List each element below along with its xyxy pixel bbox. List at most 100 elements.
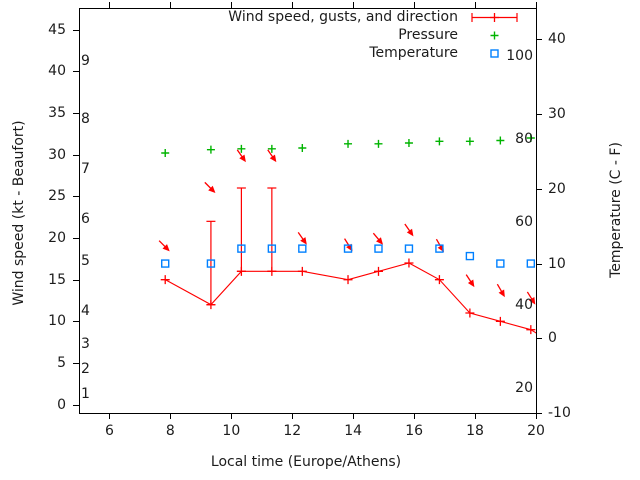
y-axis-right-title: Temperature (C - F) [608, 142, 624, 278]
plus-marker [161, 149, 170, 157]
plus-marker [526, 134, 535, 142]
plus-marker [495, 316, 505, 326]
plus-marker [373, 266, 383, 276]
y-right-tick-label: 20 [548, 180, 566, 197]
x-tick-label: 20 [527, 423, 545, 439]
beaufort-scale-label: 3 [81, 336, 90, 353]
plus-marker [160, 275, 170, 285]
legend-markers-group [471, 13, 518, 58]
wind-direction-arrow-shaft [496, 283, 503, 293]
wind-direction-arrow-shaft [267, 149, 274, 158]
x-tick-label: 12 [283, 423, 302, 439]
square-marker [526, 259, 536, 268]
plus-marker [206, 300, 216, 310]
plus-marker [434, 275, 444, 285]
plus-marker [490, 13, 499, 22]
wind-direction-arrow-shaft [526, 291, 533, 300]
wind-direction-arrow-shaft [236, 149, 243, 158]
y-left-tick-label: 25 [48, 188, 66, 205]
y-left-tick-label: 30 [48, 146, 66, 163]
plus-marker [404, 258, 414, 268]
square-marker [161, 259, 170, 268]
square-marker [404, 244, 414, 253]
x-tick-label: 16 [405, 423, 424, 439]
wind-direction-arrow-head [300, 237, 307, 245]
plus-marker [344, 139, 353, 148]
fahrenheit-scale-label: 60 [515, 214, 533, 230]
beaufort-scale-label: 6 [81, 211, 90, 228]
x-tick-label: 10 [222, 423, 241, 439]
y-right-tick-label: 30 [548, 106, 566, 123]
square-marker [343, 244, 353, 253]
beaufort-scale-label: 9 [81, 53, 90, 69]
y-left-tick-label: 45 [48, 21, 66, 38]
y-right-tick-label: -10 [548, 405, 571, 421]
y-left-tick-label: 20 [48, 230, 66, 246]
beaufort-scale-label: 5 [81, 253, 90, 269]
wind-direction-arrow-head [528, 297, 536, 305]
plus-marker [435, 137, 444, 146]
wind-direction-arrow-head [376, 237, 383, 245]
y-left-tick-label: 35 [48, 105, 66, 121]
square-marker [496, 259, 505, 268]
plus-marker [490, 31, 499, 40]
beaufort-scale-label: 2 [81, 361, 90, 378]
square-marker [267, 244, 277, 253]
beaufort-scale-label: 7 [81, 161, 90, 178]
legend-label-wind: Wind speed, gusts, and direction [228, 9, 458, 25]
x-tick-label: 14 [344, 423, 363, 439]
wind-direction-arrow-head [467, 279, 475, 288]
y-right-tick-label: 40 [548, 31, 566, 48]
legend-label-pressure: Pressure [398, 27, 458, 43]
axes-group [73, 2, 542, 419]
wind-direction-arrow-shaft [465, 274, 472, 283]
square-marker [435, 244, 444, 253]
legend-label-temperature: Temperature [369, 45, 458, 61]
wind-direction-arrow-head [162, 244, 170, 252]
wind-speed-line [164, 262, 536, 334]
plus-marker [206, 145, 215, 154]
y-left-tick-label: 15 [48, 271, 66, 288]
y-left-tick-label: 0 [57, 396, 66, 413]
plus-marker [526, 325, 536, 335]
wind-direction-arrow-head [208, 185, 216, 193]
plus-marker [374, 139, 383, 148]
plus-marker [267, 266, 277, 276]
y-left-tick-label: 5 [57, 355, 66, 371]
beaufort-scale-label: 1 [81, 386, 90, 403]
wind-direction-arrow-shaft [404, 223, 411, 232]
x-axis-title: Local time (Europe/Athens) [210, 454, 402, 470]
plus-marker [297, 266, 307, 276]
wind-direction-arrow-head [498, 289, 505, 298]
square-marker [298, 244, 307, 253]
plus-marker [298, 144, 307, 152]
fahrenheit-scale-label: 40 [515, 297, 533, 314]
square-marker [374, 244, 383, 253]
wind-direction-arrow-head [269, 154, 277, 163]
y-left-tick-label: 10 [48, 313, 66, 330]
y-left-tick-label: 40 [48, 63, 66, 80]
wind-direction-arrow-head [239, 154, 246, 163]
x-tick-label: 6 [104, 423, 114, 439]
square-marker [490, 49, 499, 58]
square-marker [465, 251, 475, 261]
y-right-tick-label: 0 [548, 330, 557, 347]
plus-marker [237, 144, 246, 153]
wind-direction-arrow-shaft [158, 240, 166, 248]
plus-marker [465, 137, 474, 146]
x-tick-label: 18 [466, 423, 484, 439]
beaufort-scale-label: 4 [81, 303, 90, 319]
wind-direction-arrow-shaft [204, 181, 212, 190]
plus-marker [496, 136, 505, 145]
plus-marker [404, 139, 413, 147]
plus-marker [343, 275, 353, 285]
wind-direction-arrow-shaft [297, 232, 304, 241]
plus-marker [267, 144, 276, 153]
fahrenheit-scale-label: 80 [515, 130, 533, 147]
square-marker [206, 259, 216, 268]
plus-marker [465, 308, 475, 318]
plot-border [79, 8, 537, 414]
fahrenheit-scale-label: 20 [515, 380, 533, 397]
